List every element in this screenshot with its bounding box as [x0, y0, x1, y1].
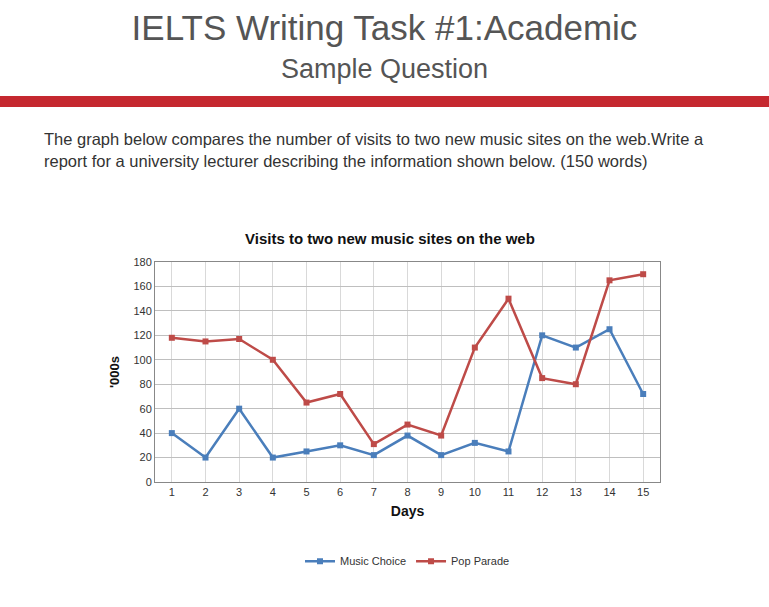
svg-text:14: 14 — [603, 486, 615, 498]
svg-text:60: 60 — [140, 403, 152, 415]
svg-text:160: 160 — [133, 280, 151, 292]
svg-text:Music Choice: Music Choice — [340, 555, 406, 567]
svg-text:10: 10 — [469, 486, 481, 498]
html-text:The graph below compares the n: The graph below compares the number of v… — [44, 130, 704, 170]
svg-text:13: 13 — [570, 486, 582, 498]
svg-text:40: 40 — [140, 427, 152, 439]
svg-text:140: 140 — [133, 305, 151, 317]
svg-text:Visits to two new music sites: Visits to two new music sites on the web — [245, 230, 535, 247]
svg-text:15: 15 — [637, 486, 649, 498]
svg-text:5: 5 — [303, 486, 309, 498]
svg-text:6: 6 — [337, 486, 343, 498]
svg-text:11: 11 — [503, 486, 514, 498]
svg-text:180: 180 — [133, 256, 151, 268]
svg-text:120: 120 — [133, 329, 151, 341]
svg-text:2: 2 — [202, 486, 208, 498]
svg-text:100: 100 — [133, 354, 151, 366]
svg-text:Pop Parade: Pop Parade — [451, 555, 509, 567]
svg-text:3: 3 — [236, 486, 242, 498]
svg-text:7: 7 — [371, 486, 377, 498]
html-text:IELTS Writing Task #1:Academic: IELTS Writing Task #1:Academic — [131, 8, 638, 47]
svg-text:80: 80 — [140, 378, 152, 390]
svg-text:1: 1 — [169, 486, 175, 498]
svg-text:0: 0 — [146, 476, 152, 488]
svg-text:Days: Days — [391, 503, 425, 519]
svg-text:4: 4 — [270, 486, 276, 498]
svg-text:20: 20 — [140, 451, 152, 463]
svg-text:'000s: '000s — [107, 356, 122, 388]
html-text:Sample Question: Sample Question — [280, 54, 489, 84]
svg-text:12: 12 — [536, 486, 548, 498]
svg-text:9: 9 — [438, 486, 444, 498]
svg-text:8: 8 — [404, 486, 410, 498]
